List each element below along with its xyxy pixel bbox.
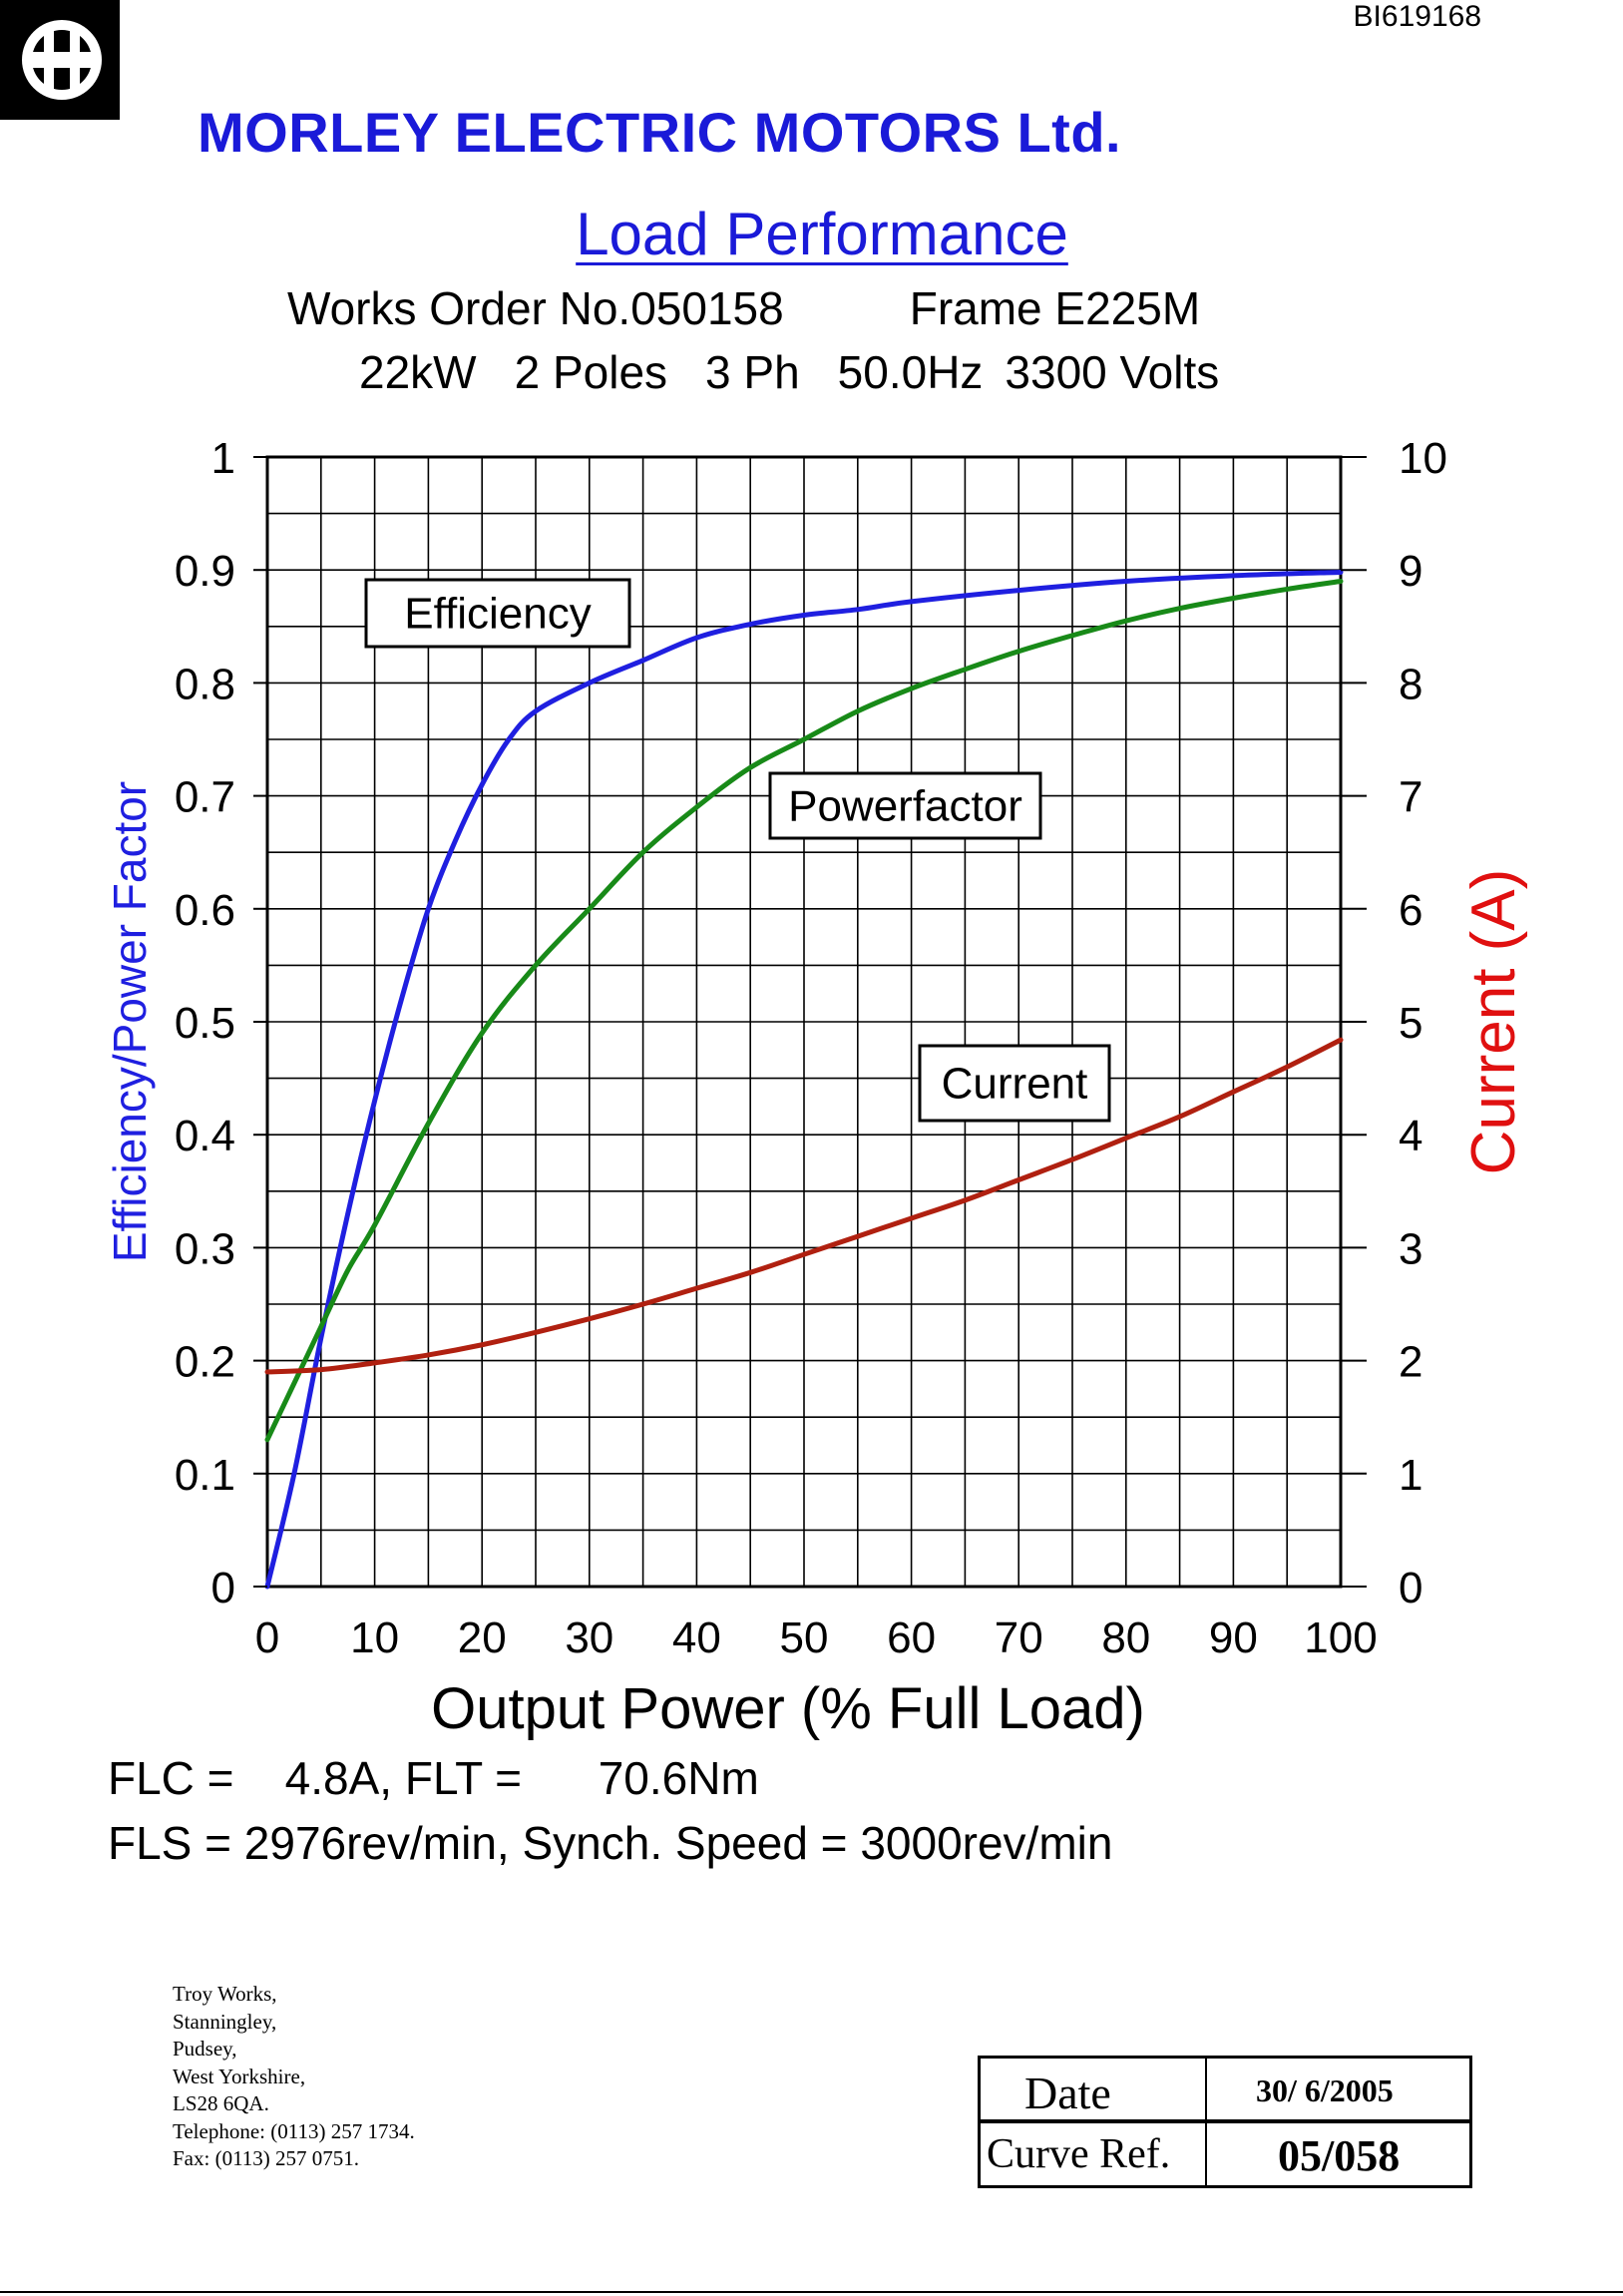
reference-table: Date 30/ 6/2005 Curve Ref. 05/058 bbox=[978, 2056, 1472, 2188]
address-line: Pudsey, bbox=[173, 2037, 237, 2061]
address-line: Telephone: (0113) 257 1734. bbox=[173, 2118, 415, 2143]
series-line-current bbox=[264, 1037, 1344, 1375]
x-axis-label: Output Power (% Full Load) bbox=[431, 1676, 1145, 1741]
document-id: BI619168 bbox=[1353, 0, 1481, 33]
company-name: MORLEY ELECTRIC MOTORS Ltd. bbox=[198, 101, 1122, 164]
x-tick-label: 40 bbox=[672, 1613, 721, 1662]
x-tick-label: 0 bbox=[255, 1613, 279, 1662]
series-line-efficiency bbox=[264, 569, 1344, 1590]
y-right-tick-label: 1 bbox=[1399, 1451, 1422, 1500]
address-line: LS28 6QA. bbox=[173, 2091, 269, 2115]
flc-flt-line: FLC = 4.8A, FLT = 70.6Nm bbox=[108, 1752, 759, 1804]
y-left-tick-label: 0.8 bbox=[175, 660, 235, 708]
x-tick-label: 10 bbox=[350, 1613, 399, 1662]
company-address: Troy Works, Stanningley, Pudsey, West Yo… bbox=[173, 1981, 415, 2173]
y-right-tick-label: 8 bbox=[1399, 660, 1422, 708]
powerfactor-label: Powerfactor bbox=[788, 782, 1022, 831]
spec-phase: 3 Ph bbox=[705, 346, 800, 398]
y-right-tick-label: 5 bbox=[1399, 999, 1422, 1048]
y-left-tick-label: 0.2 bbox=[175, 1338, 235, 1387]
y-right-tick-label: 0 bbox=[1399, 1564, 1422, 1612]
y-right-tick-label: 4 bbox=[1399, 1112, 1422, 1160]
y-left-tick-label: 1 bbox=[211, 434, 235, 483]
page-title: Load Performance bbox=[576, 201, 1068, 267]
y-right-axis-label: Current (A) bbox=[1459, 869, 1528, 1175]
y-left-tick-label: 0.3 bbox=[175, 1224, 235, 1273]
y-left-axis-label: Efficiency/Power Factor bbox=[104, 781, 156, 1262]
fls-sync-line: FLS = 2976rev/min, Synch. Speed = 3000re… bbox=[108, 1817, 1113, 1869]
y-left-tick-label: 0.9 bbox=[175, 547, 235, 596]
current-label-box bbox=[918, 1044, 1111, 1123]
address-line: Stanningley, bbox=[173, 2009, 277, 2034]
y-left-tick-label: 0.7 bbox=[175, 773, 235, 822]
y-right-tick-label: 6 bbox=[1399, 886, 1422, 935]
date-value: 30/ 6/2005 bbox=[1256, 2072, 1394, 2108]
frame: Frame E225M bbox=[909, 282, 1201, 334]
powerfactor-label-box bbox=[768, 771, 1042, 840]
company-logo bbox=[0, 0, 120, 120]
series-line-powerfactor bbox=[264, 579, 1344, 1443]
y-left-tick-label: 0.4 bbox=[175, 1112, 235, 1160]
y-left-tick-label: 0 bbox=[211, 1564, 235, 1612]
x-tick-label: 30 bbox=[565, 1613, 613, 1662]
y-left-tick-label: 0.1 bbox=[175, 1451, 235, 1500]
efficiency-label: Efficiency bbox=[404, 590, 592, 639]
x-tick-label: 100 bbox=[1304, 1613, 1377, 1662]
efficiency-label-box bbox=[364, 578, 631, 649]
x-tick-label: 50 bbox=[780, 1613, 829, 1662]
plot-frame bbox=[265, 455, 1343, 1589]
current-label: Current bbox=[942, 1060, 1088, 1109]
spec-line: 22kW 2 Poles 3 Ph 50.0Hz 3300 Volts bbox=[359, 345, 1257, 399]
y-right-tick-label: 3 bbox=[1399, 1224, 1422, 1273]
x-tick-label: 60 bbox=[887, 1613, 936, 1662]
y-left-tick-label: 0.6 bbox=[175, 886, 235, 935]
address-line: West Yorkshire, bbox=[173, 2064, 306, 2088]
spec-power: 22kW bbox=[359, 346, 477, 398]
spec-frequency: 50.0Hz bbox=[837, 346, 984, 398]
y-right-tick-label: 10 bbox=[1399, 434, 1447, 483]
address-line: Fax: (0113) 257 0751. bbox=[173, 2146, 360, 2170]
date-label: Date bbox=[1024, 2067, 1111, 2118]
x-tick-label: 90 bbox=[1209, 1613, 1258, 1662]
x-tick-label: 20 bbox=[458, 1613, 507, 1662]
address-line: Troy Works, bbox=[173, 1982, 277, 2006]
y-left-tick-label: 0.5 bbox=[175, 999, 235, 1048]
x-tick-label: 70 bbox=[995, 1613, 1043, 1662]
order-line: Works Order No.050158 Frame E225M bbox=[287, 281, 1200, 335]
bottom-divider bbox=[0, 2291, 1623, 2293]
curve-ref-label: Curve Ref. bbox=[987, 2131, 1171, 2177]
y-right-tick-label: 2 bbox=[1399, 1338, 1422, 1387]
spec-voltage: 3300 Volts bbox=[1005, 346, 1220, 398]
spec-poles: 2 Poles bbox=[514, 346, 668, 398]
works-order: Works Order No.050158 bbox=[287, 282, 784, 334]
y-right-tick-label: 7 bbox=[1399, 773, 1422, 822]
x-tick-label: 80 bbox=[1101, 1613, 1150, 1662]
y-right-tick-label: 9 bbox=[1399, 547, 1422, 596]
curve-ref-value: 05/058 bbox=[1278, 2131, 1401, 2180]
